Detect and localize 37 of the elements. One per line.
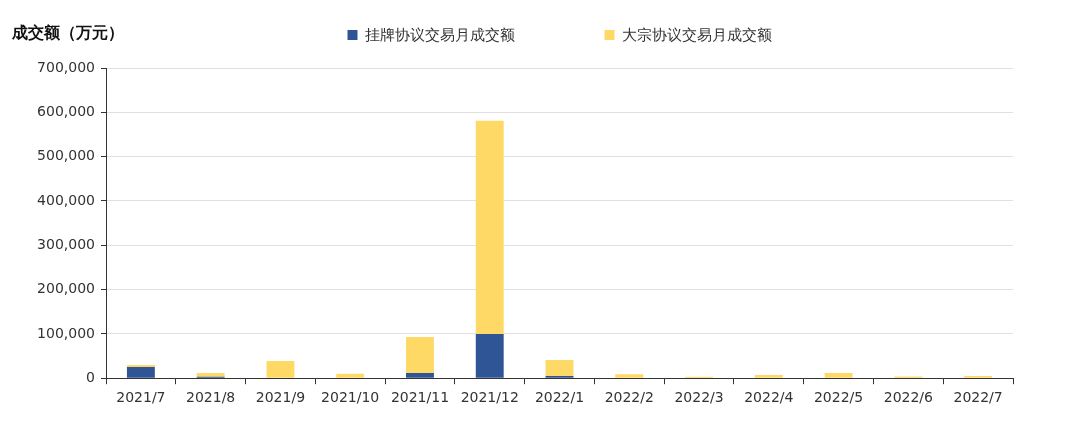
x-tick-label: 2021/8	[186, 389, 236, 406]
y-axis-title: 成交额（万元）	[11, 23, 124, 43]
bar	[336, 373, 365, 378]
x-tick-label: 2021/9	[255, 389, 306, 406]
bar	[475, 120, 504, 334]
y-tick-label: 700,000	[37, 58, 95, 75]
y-tick-label: 100,000	[37, 324, 95, 341]
bar	[545, 360, 574, 376]
bar	[754, 375, 783, 378]
bar	[126, 364, 155, 368]
x-tick-label: 2021/7	[116, 389, 166, 406]
bar	[615, 374, 644, 378]
x-tick-label: 2022/7	[953, 389, 1003, 406]
x-tick-label: 2022/6	[883, 389, 934, 406]
y-tick-label: 300,000	[37, 235, 95, 252]
bar	[406, 372, 434, 378]
y-tick-label: 400,000	[37, 191, 95, 208]
y-tick-label: 500,000	[37, 147, 95, 164]
x-tick-label: 2022/5	[813, 389, 864, 406]
bar	[126, 367, 155, 378]
x-tick-label: 2021/10	[321, 389, 380, 406]
bar	[824, 372, 853, 378]
bar	[475, 333, 504, 378]
x-tick-label: 2021/12	[460, 389, 519, 406]
x-tick-label: 2021/11	[390, 389, 450, 406]
x-tick-label: 2022/1	[534, 389, 585, 406]
y-tick-label: 200,000	[37, 280, 95, 297]
y-tick-label: 600,000	[37, 102, 95, 119]
bar	[406, 336, 434, 373]
legend-label: 大宗协议交易月成交额	[621, 25, 772, 44]
y-tick-label: 0	[86, 368, 95, 385]
bar	[196, 372, 225, 377]
x-tick-label: 2022/2	[604, 389, 654, 406]
x-tick-label: 2022/4	[744, 389, 794, 406]
x-tick-label: 2022/3	[674, 389, 724, 406]
bar	[266, 360, 295, 378]
legend-label: 挂牌协议交易月成交额	[364, 25, 515, 44]
